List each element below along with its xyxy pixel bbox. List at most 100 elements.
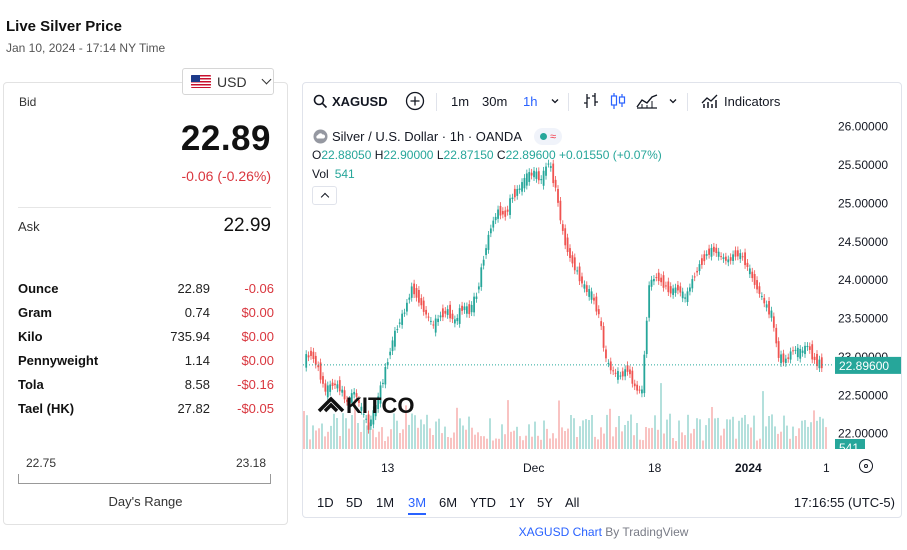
compare-button[interactable] [405,83,425,119]
candle-body [794,349,797,351]
volume-bar [741,417,743,449]
interval-label: 1h [523,93,538,109]
candle-body [451,313,454,320]
unit-price: 0.74 [184,304,210,320]
range-ytd[interactable]: YTD [470,495,496,510]
volume-bar [723,428,725,449]
volume-bar [432,435,434,449]
range-5y[interactable]: 5Y [537,495,553,510]
symbol-search-button[interactable]: XAGUSD [313,83,388,119]
candle-body [545,166,547,176]
candle-body [799,348,802,359]
interval-1h[interactable]: 1h [523,83,537,119]
candle-body [710,247,713,257]
volume-bar [531,436,533,449]
candle-body [691,279,694,289]
range-1d[interactable]: 1D [317,495,334,510]
collapse-legend-button[interactable] [312,186,337,205]
volume-bar [651,427,653,449]
volume-bar [810,422,812,449]
volume-bar [342,413,344,449]
candle-body [326,385,329,398]
candle-body [437,318,439,323]
interval-1m[interactable]: 1m [451,83,469,119]
volume-bar [621,431,623,449]
volume-bar [783,415,785,449]
candle-body [453,319,456,324]
interval-dropdown[interactable] [550,83,560,119]
volume-bar [390,429,392,449]
candle-body [689,287,691,292]
candle-body [427,316,430,318]
candle-body [648,285,651,318]
symbol-label: XAGUSD [332,93,388,109]
interval-30m[interactable]: 30m [482,83,507,119]
chart-panel[interactable]: XAGUSD 1m 30m 1h Indicators 26.00000 2 [302,82,902,518]
candle-body [561,224,564,231]
range-1y[interactable]: 1Y [509,495,525,510]
volume-bar [681,432,683,449]
volume-bar [654,415,656,449]
candle-style-button[interactable] [610,83,626,119]
range-6m[interactable]: 6M [439,495,458,510]
candle-body [655,277,658,279]
market-status-badge[interactable]: ≈ [534,128,563,145]
volume-bar [450,437,452,449]
volume-bar [519,436,521,449]
indicators-button[interactable]: Indicators [701,83,780,119]
unit-price: 735.94 [170,328,210,344]
currency-select[interactable]: USD [182,68,274,95]
bar-style-button[interactable] [583,83,599,119]
volume-bar [735,438,737,449]
candle-body [523,177,526,189]
candle-body [770,310,773,318]
price-chart[interactable]: 26.00000 25.50000 25.00000 24.50000 24.00000… [303,119,902,449]
chart-style-dropdown[interactable] [668,83,678,119]
volume-bar [624,425,626,449]
volume-bar [732,416,734,449]
candle-body [765,304,768,308]
clock[interactable]: 17:16:55 (UTC-5) [793,495,895,510]
ohlc-value: 22.89600 [505,148,556,162]
last-price-label: 22.89600 [839,359,889,373]
legend-title: Silver / U.S. Dollar · 1h · OANDA ≈ [313,128,563,145]
candle-body [629,369,631,375]
range-1m[interactable]: 1M [376,495,395,510]
candle-body [597,309,600,315]
chevron-up-icon [320,192,329,202]
settings-icon[interactable] [859,459,873,473]
volume-bar [762,391,764,449]
range-5d[interactable]: 5D [346,495,363,510]
y-tick-label: 24.00000 [838,273,888,287]
range-bar-bottom: 1D 5D 1M 3M 6M YTD 1Y 5Y All 17:16:55 (U… [303,488,901,517]
range-3m[interactable]: 3M [408,495,427,515]
candle-body [530,172,533,176]
candle-body [389,351,392,356]
area-style-button[interactable] [636,83,658,119]
volume-bar [309,439,311,449]
volume-bar [516,426,518,449]
volume-bar [570,415,572,449]
volume-bar [645,427,647,449]
candle-body [684,297,687,299]
candle-body [480,267,483,288]
ohlc-key: O [312,148,322,162]
candle-body [665,285,667,287]
candle-body [768,301,770,315]
candle-body [365,418,368,420]
candle-body [816,353,818,367]
candle-body [497,209,499,219]
candle-body [583,284,586,289]
range-all[interactable]: All [565,495,580,510]
volume-bar [504,434,506,449]
chart-link[interactable]: XAGUSD Chart [518,525,602,539]
volume-bar [597,439,599,449]
candle-body [686,291,689,303]
area-chart-icon [636,94,658,109]
volume-bar [564,431,566,449]
candle-body [432,324,435,326]
candle-body [554,179,557,188]
candle-body [758,286,761,294]
candle-body [729,257,732,261]
chevron-down-icon [261,74,272,85]
